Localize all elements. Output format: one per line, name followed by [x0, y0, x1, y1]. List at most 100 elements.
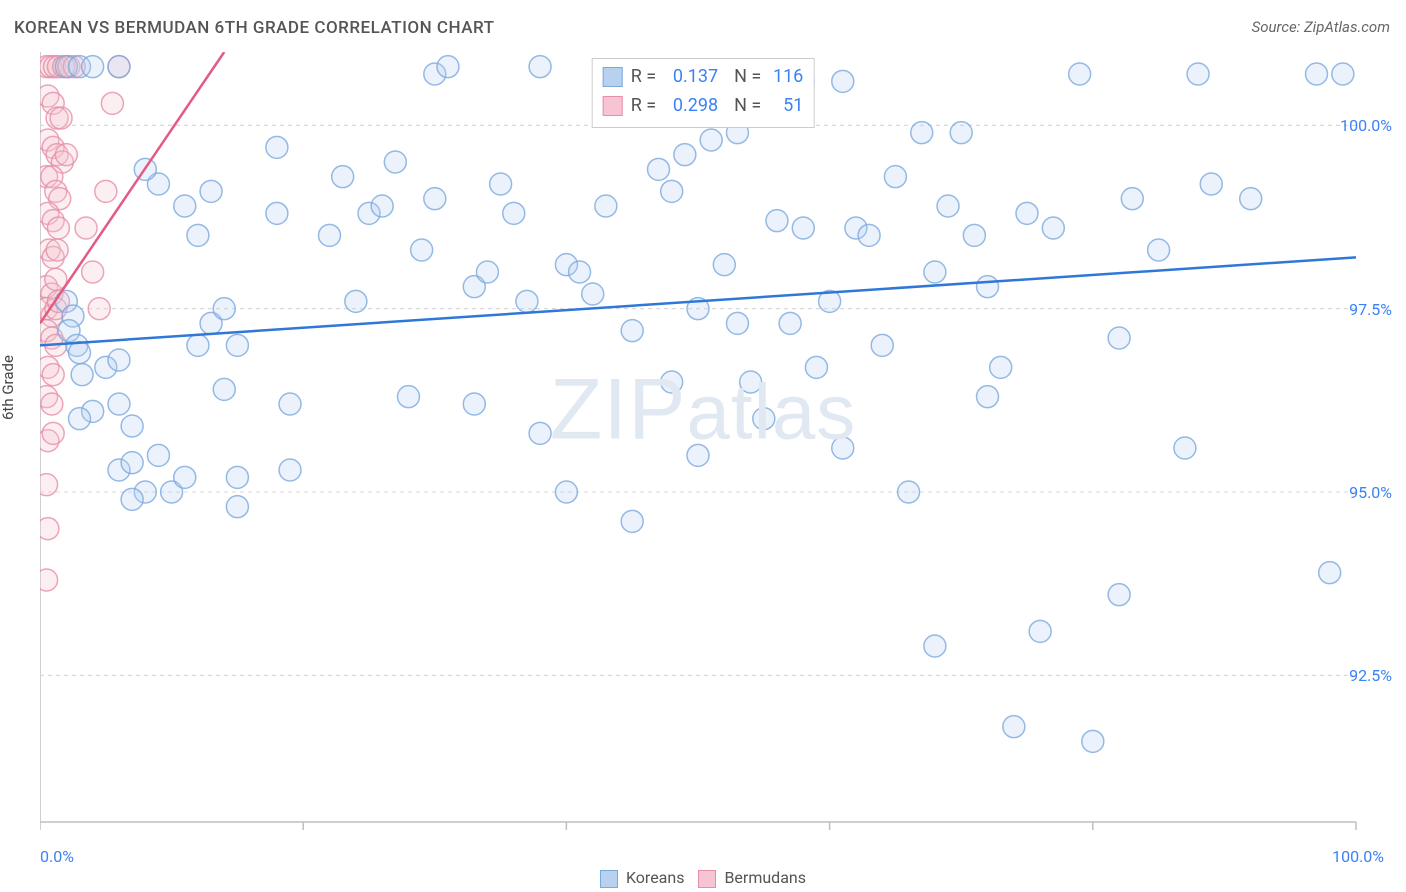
- scatter-point: [147, 444, 169, 466]
- n-value-bermudans: 51: [769, 92, 803, 121]
- scatter-point: [174, 466, 196, 488]
- y-tick-label: 100.0%: [1340, 116, 1392, 135]
- scatter-point: [68, 408, 90, 430]
- scatter-point: [463, 393, 485, 415]
- scatter-point: [884, 166, 906, 188]
- scatter-point: [121, 488, 143, 510]
- scatter-point: [977, 276, 999, 298]
- scatter-point: [41, 393, 63, 415]
- scatter-point: [1029, 620, 1051, 642]
- scatter-point: [50, 107, 72, 129]
- legend-swatch-bermudans: [698, 870, 716, 888]
- scatter-point: [42, 364, 64, 386]
- scatter-point: [687, 444, 709, 466]
- scatter-point: [898, 481, 920, 503]
- scatter-point: [476, 261, 498, 283]
- scatter-point: [1108, 584, 1130, 606]
- scatter-point: [832, 437, 854, 459]
- scatter-point: [226, 466, 248, 488]
- scatter-point: [503, 202, 525, 224]
- scatter-point: [621, 510, 643, 532]
- scatter-point: [490, 173, 512, 195]
- scatter-point: [555, 481, 577, 503]
- scatter-point: [1042, 217, 1064, 239]
- scatter-point: [661, 180, 683, 202]
- scatter-point: [1319, 562, 1341, 584]
- scatter-point: [71, 364, 93, 386]
- scatter-point: [726, 312, 748, 334]
- scatter-point: [332, 166, 354, 188]
- scatter-point: [226, 334, 248, 356]
- scatter-point: [621, 320, 643, 342]
- scatter-point: [424, 188, 446, 210]
- scatter-point: [648, 158, 670, 180]
- scatter-point: [529, 56, 551, 78]
- bottom-legend: Koreans Bermudans: [600, 868, 806, 888]
- scatter-point: [200, 180, 222, 202]
- scatter-point: [384, 151, 406, 173]
- scatter-point: [42, 422, 64, 444]
- legend-item-bermudans: Bermudans: [698, 868, 806, 888]
- scatter-point: [977, 386, 999, 408]
- scatter-point: [121, 452, 143, 474]
- scatter-point: [963, 224, 985, 246]
- scatter-point: [40, 518, 59, 540]
- scatter-point: [1108, 327, 1130, 349]
- x-axis-max-label: 100.0%: [1332, 847, 1384, 866]
- scatter-point: [213, 298, 235, 320]
- legend-swatch-koreans: [600, 870, 618, 888]
- scatter-point: [319, 224, 341, 246]
- scatter-point: [121, 415, 143, 437]
- scatter-point: [990, 356, 1012, 378]
- scatter-point: [266, 136, 288, 158]
- scatter-point: [226, 496, 248, 518]
- scatter-point: [345, 290, 367, 312]
- legend-item-koreans: Koreans: [600, 868, 684, 888]
- scatter-point: [1148, 239, 1170, 261]
- scatter-point: [397, 386, 419, 408]
- scatter-point: [753, 408, 775, 430]
- scatter-point: [266, 202, 288, 224]
- scatter-point: [1200, 173, 1222, 195]
- scatter-point: [411, 239, 433, 261]
- chart-title: KOREAN VS BERMUDAN 6TH GRADE CORRELATION…: [14, 18, 494, 38]
- scatter-point: [674, 144, 696, 166]
- y-tick-label: 95.0%: [1349, 483, 1392, 502]
- scatter-svg: [40, 52, 1392, 834]
- scatter-point: [279, 459, 301, 481]
- scatter-point: [937, 195, 959, 217]
- scatter-point: [1121, 188, 1143, 210]
- chart-source: Source: ZipAtlas.com: [1252, 18, 1390, 36]
- scatter-point: [55, 144, 77, 166]
- x-axis-min-label: 0.0%: [40, 847, 74, 866]
- scatter-point: [1240, 188, 1262, 210]
- scatter-point: [371, 195, 393, 217]
- scatter-point: [1069, 63, 1091, 85]
- swatch-bermudans: [603, 96, 623, 116]
- legend-label-bermudans: Bermudans: [724, 868, 806, 887]
- scatter-point: [1187, 63, 1209, 85]
- scatter-point: [47, 217, 69, 239]
- scatter-point: [82, 261, 104, 283]
- scatter-point: [187, 224, 209, 246]
- scatter-point: [792, 217, 814, 239]
- scatter-point: [279, 393, 301, 415]
- n-value-koreans: 116: [769, 63, 803, 92]
- scatter-point: [108, 56, 130, 78]
- scatter-point: [582, 283, 604, 305]
- swatch-koreans: [603, 67, 623, 87]
- plot-area: [40, 52, 1392, 834]
- stats-row-bermudans: R = 0.298 N = 51: [603, 92, 804, 121]
- scatter-point: [1306, 63, 1328, 85]
- scatter-point: [46, 239, 68, 261]
- scatter-point: [529, 422, 551, 444]
- r-value-koreans: 0.137: [664, 63, 718, 92]
- scatter-point: [924, 261, 946, 283]
- scatter-point: [108, 349, 130, 371]
- scatter-point: [1174, 437, 1196, 459]
- scatter-point: [1332, 63, 1354, 85]
- scatter-point: [108, 393, 130, 415]
- scatter-point: [88, 298, 110, 320]
- stats-row-koreans: R = 0.137 N = 116: [603, 63, 804, 92]
- scatter-point: [213, 378, 235, 400]
